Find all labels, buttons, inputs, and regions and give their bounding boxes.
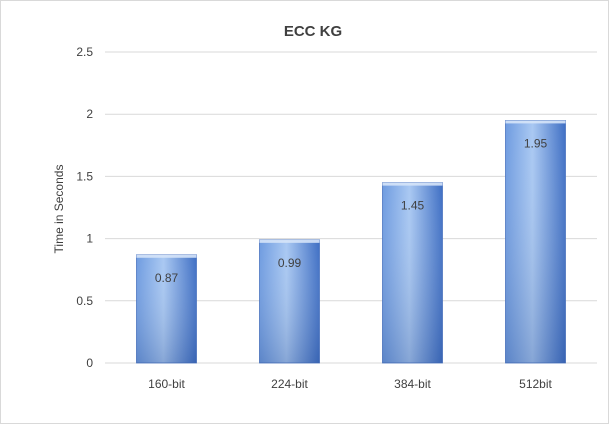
y-axis-label: Time in Seconds [52, 165, 66, 254]
bar-top-highlight [136, 254, 197, 258]
x-tick-label: 512bit [519, 377, 552, 391]
x-tick-labels: 160-bit 224-bit 384-bit 512bit [148, 377, 552, 391]
chart-title: ECC KG [284, 23, 342, 40]
y-tick-label: 0 [86, 356, 93, 370]
x-tick-label: 160-bit [148, 377, 185, 391]
bar-top-highlight [259, 239, 320, 243]
y-tick-label: 1 [86, 232, 93, 246]
bar-group [382, 182, 443, 364]
y-tick-label: 0.5 [76, 294, 93, 308]
bar-top-highlight [505, 120, 566, 124]
bar-shade [259, 239, 320, 363]
data-label: 1.45 [401, 199, 425, 213]
bar-shade [382, 182, 443, 363]
y-tick-labels: 0 0.5 1 1.5 2 2.5 [76, 45, 93, 370]
bar-group [505, 120, 566, 364]
bar-shade [136, 254, 197, 363]
x-tick-label: 384-bit [394, 377, 431, 391]
bar-group [136, 254, 197, 364]
bars: 0.87 0.99 1.45 1.95 [136, 120, 566, 364]
y-tick-label: 2.5 [76, 45, 93, 59]
bar-top-highlight [382, 182, 443, 186]
bar-shade [505, 120, 566, 363]
bar-group [259, 239, 320, 364]
x-tick-label: 224-bit [271, 377, 308, 391]
data-label: 1.95 [524, 136, 548, 150]
data-label: 0.99 [278, 256, 302, 270]
y-tick-label: 2 [86, 107, 93, 121]
data-label: 0.87 [155, 271, 179, 285]
y-tick-label: 1.5 [76, 169, 93, 183]
